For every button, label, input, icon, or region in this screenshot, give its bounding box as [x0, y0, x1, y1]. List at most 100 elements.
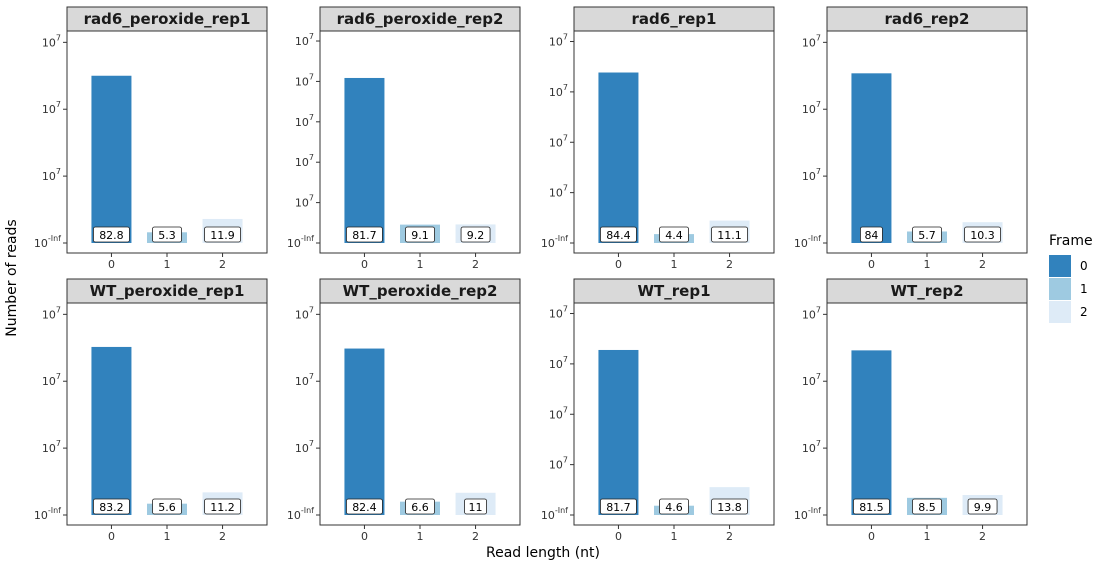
data-label: 84 [864, 229, 878, 242]
facet-panel: WT_peroxide_rep1 10-Inf 107 107 107 83.2 0 5.6 1… [34, 278, 268, 543]
legend: Frame 0 1 2 [1049, 233, 1093, 323]
legend-key-2 [1049, 301, 1071, 323]
x-tick-label: 1 [417, 258, 424, 271]
facet-strip [319, 6, 521, 32]
data-label: 11 [469, 501, 483, 514]
facet-title: WT_peroxide_rep2 [343, 282, 498, 300]
x-tick-label: 2 [726, 530, 733, 543]
facet-title: WT_rep2 [890, 282, 963, 300]
y-tick-label: 10-Inf [34, 506, 61, 522]
data-label-box [405, 498, 435, 515]
y-tick-label: 107 [295, 72, 314, 88]
data-label-box [204, 226, 241, 243]
y-tick-label: 10-Inf [794, 506, 821, 522]
facet-strip [66, 278, 268, 304]
y-tick-label: 107 [295, 372, 314, 388]
data-label-box [912, 226, 942, 243]
facet-title: rad6_peroxide_rep2 [337, 10, 504, 28]
facet-title: rad6_rep2 [885, 10, 970, 28]
x-tick-label: 1 [417, 530, 424, 543]
data-label-box [711, 226, 748, 243]
y-tick-label: 107 [549, 33, 568, 49]
data-label: 13.8 [717, 501, 742, 514]
x-tick-label: 2 [219, 530, 226, 543]
x-tick-label: 2 [472, 530, 479, 543]
y-tick-label: 107 [549, 405, 568, 421]
legend-title: Frame [1049, 233, 1093, 249]
y-tick-label: 107 [295, 32, 314, 48]
facet-strip [319, 278, 521, 304]
data-label: 81.7 [352, 229, 377, 242]
legend-label: 1 [1080, 282, 1088, 296]
data-label-box [964, 226, 1001, 243]
y-tick-label: 107 [802, 33, 821, 49]
x-tick-label: 0 [361, 530, 368, 543]
legend-label: 2 [1080, 305, 1088, 319]
x-tick-label: 1 [924, 258, 931, 271]
legend-label: 0 [1080, 259, 1088, 273]
data-label: 81.7 [606, 501, 631, 514]
data-label-box [460, 226, 491, 243]
data-label: 11.9 [210, 229, 235, 242]
y-tick-label: 107 [802, 439, 821, 455]
y-tick-label: 107 [549, 355, 568, 371]
y-tick-label: 107 [295, 113, 314, 129]
x-tick-label: 0 [615, 530, 622, 543]
data-label: 9.1 [411, 229, 429, 242]
facet-title: rad6_peroxide_rep1 [84, 10, 251, 28]
x-axis-title: Read length (nt) [486, 545, 600, 561]
data-label-box [853, 498, 890, 515]
data-label: 4.6 [665, 501, 683, 514]
facet-panel: WT_peroxide_rep2 10-Inf 107 107 107 82.4 0 6.6 1… [287, 278, 521, 543]
y-tick-label: 107 [295, 153, 314, 169]
legend-items: 0 1 2 [1049, 255, 1088, 323]
y-tick-label: 107 [802, 372, 821, 388]
x-tick-label: 2 [979, 530, 986, 543]
x-tick-label: 1 [164, 530, 171, 543]
y-tick-label: 107 [549, 456, 568, 472]
data-label-box [204, 498, 241, 515]
data-label: 5.3 [158, 229, 176, 242]
x-tick-label: 2 [472, 258, 479, 271]
bar-frame-0 [851, 73, 892, 243]
y-tick-label: 107 [549, 83, 568, 99]
x-tick-label: 1 [671, 530, 678, 543]
data-label-box [659, 498, 689, 515]
data-label: 6.6 [411, 501, 429, 514]
y-tick-label: 107 [42, 439, 61, 455]
y-tick-label: 10-Inf [287, 234, 314, 250]
y-tick-label: 107 [42, 305, 61, 321]
data-label: 81.5 [859, 501, 884, 514]
x-tick-label: 1 [924, 530, 931, 543]
x-tick-label: 0 [615, 258, 622, 271]
y-tick-label: 107 [802, 100, 821, 116]
facet-title: rad6_rep1 [632, 10, 717, 28]
data-label-box [600, 226, 637, 243]
y-tick-label: 10-Inf [34, 234, 61, 250]
data-label: 4.4 [665, 229, 683, 242]
y-tick-label: 107 [549, 133, 568, 149]
y-tick-label: 107 [802, 305, 821, 321]
x-tick-label: 0 [108, 258, 115, 271]
x-tick-label: 2 [219, 258, 226, 271]
y-axis-title: Number of reads [4, 219, 20, 336]
y-tick-label: 10-Inf [541, 234, 568, 250]
facet-strip [573, 6, 775, 32]
facet-strip [573, 278, 775, 304]
bar-frame-0 [344, 348, 385, 515]
x-tick-label: 0 [868, 258, 875, 271]
data-label-box [659, 226, 689, 243]
x-tick-label: 0 [108, 530, 115, 543]
data-label-box [346, 498, 383, 515]
data-label-box [152, 226, 182, 243]
data-label: 5.7 [918, 229, 936, 242]
panels-layer: rad6_peroxide_rep1 10-Inf 107 107 107 82.8 0 5.… [34, 6, 1028, 543]
bar-frame-0 [598, 349, 639, 515]
data-label: 11.1 [717, 229, 742, 242]
y-tick-label: 107 [295, 305, 314, 321]
y-tick-label: 10-Inf [287, 506, 314, 522]
data-label: 10.3 [970, 229, 995, 242]
facet-panel: rad6_peroxide_rep1 10-Inf 107 107 107 82.8 0 5.… [34, 6, 268, 271]
y-tick-label: 10-Inf [541, 506, 568, 522]
